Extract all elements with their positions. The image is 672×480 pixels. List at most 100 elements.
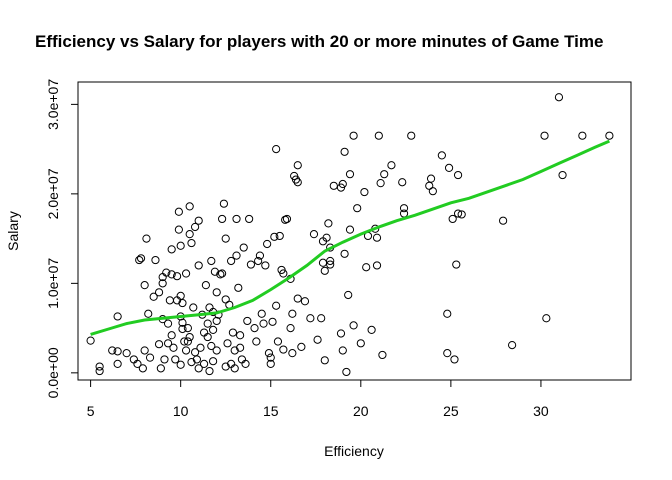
data-point [201,281,210,290]
data-point [194,364,203,373]
data-point [185,332,194,342]
data-point [542,314,551,323]
data-point [279,269,288,278]
data-point [208,325,218,334]
data-point [154,340,164,349]
plot-frame [77,81,632,381]
data-point [241,359,250,368]
data-point [203,319,212,328]
data-point [187,358,196,367]
data-point [187,238,196,248]
data-point [160,355,169,364]
data-point [95,362,104,371]
data-point [171,355,180,364]
data-point [338,346,347,355]
data-point [216,270,225,279]
data-point [174,225,183,234]
data-point [246,260,256,269]
data-point [264,349,274,358]
data-point [185,230,194,239]
data-point [297,342,306,351]
data-point [151,255,160,265]
data-point [236,343,245,352]
data-point [133,359,142,368]
data-point [378,350,387,360]
data-point [261,261,270,270]
data-point [250,323,259,333]
data-point [345,170,355,179]
data-point [444,163,454,173]
data-point [380,170,389,179]
data-point [234,283,243,292]
data-point [540,131,549,140]
data-point [257,309,266,318]
data-point [340,249,349,258]
data-point [443,309,452,318]
data-point [322,233,331,242]
data-point [207,341,216,351]
x-tick-label: 5 [87,403,95,419]
data-point [176,360,185,369]
data-point [266,359,275,368]
data-point [326,260,335,269]
data-point [268,317,277,326]
data-point [263,239,272,249]
data-point [172,272,182,281]
data-point [185,202,194,211]
data-point [356,339,365,348]
data-point [452,260,461,269]
data-point [425,181,434,190]
data-point [205,366,214,376]
data-point [398,178,407,187]
data-point [407,131,416,140]
data-point [255,251,265,260]
data-point [223,339,232,348]
data-point [450,355,459,364]
data-point [367,325,376,334]
y-axis-label: Salary [5,211,21,251]
data-point [163,319,173,328]
data-point [291,175,301,184]
data-point [558,170,567,180]
data-point [273,337,283,346]
data-point [349,131,358,140]
data-point [212,288,221,297]
data-point [324,219,333,228]
data-point [349,321,358,330]
data-point [236,331,245,340]
data-point [387,161,396,170]
data-point [372,261,382,270]
data-point [181,346,191,355]
data-point [272,145,281,154]
data-point [221,295,230,304]
data-point [113,359,122,368]
data-point [282,214,292,224]
data-point [140,281,149,290]
data-point [212,316,221,326]
data-point [154,288,164,297]
data-point [279,345,288,354]
data-point [288,309,297,318]
x-axis: 5 10 15 20 25 30 [87,379,549,419]
data-point [95,366,104,376]
data-point [176,241,185,250]
x-tick-label: 25 [443,403,459,419]
data-point [140,346,149,355]
data-point [376,179,385,188]
data-point [293,294,302,303]
data-point [165,296,174,305]
data-point [437,151,446,160]
data-point [230,364,239,373]
data-point [288,349,297,358]
data-point [113,347,122,356]
data-point [554,93,564,102]
data-point [336,329,346,338]
data-point [338,179,347,189]
x-tick-label: 15 [263,403,279,419]
data-point [499,216,508,225]
data-point [218,269,227,278]
data-point [353,204,362,213]
y-tick-label: 2.0e+07 [45,168,61,219]
data-point [221,362,230,371]
data-point [138,364,147,373]
